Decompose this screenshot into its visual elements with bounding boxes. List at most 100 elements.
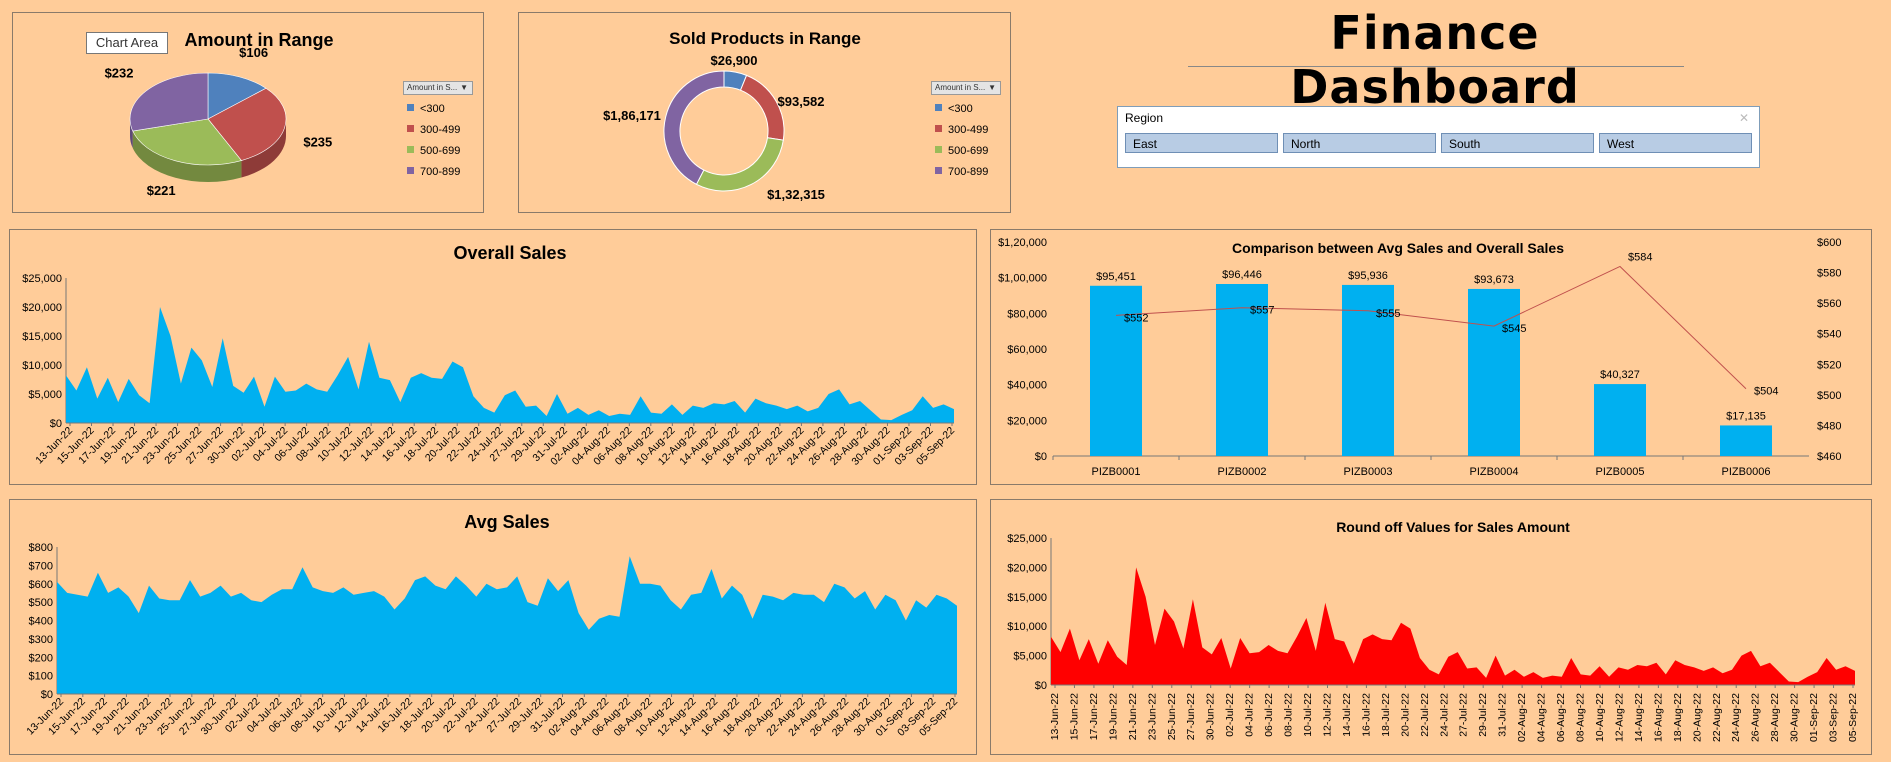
dropdown-arrow-icon: ▼ (988, 83, 996, 92)
legend-item: 700-899 (935, 166, 988, 178)
bar (1594, 384, 1646, 456)
x-tick-label: 27-Jun-22 (1185, 693, 1197, 740)
legend-label: 500-699 (420, 145, 461, 157)
x-tick-label: 30-Aug-22 (1789, 693, 1801, 742)
y-tick-label: $600 (29, 579, 53, 591)
bar-data-label: $40,327 (1600, 369, 1640, 381)
x-tick-label: 22-Jul-22 (1419, 693, 1431, 737)
line-data-label: $545 (1502, 323, 1526, 335)
slicer-item-north[interactable]: North (1283, 133, 1436, 153)
legend-item: <300 (407, 103, 445, 115)
amount-filter-button[interactable]: Amount in S... ▼ (931, 81, 1001, 95)
y-tick-label: $400 (29, 616, 53, 628)
data-label: $232 (105, 66, 134, 81)
y-tick-label: $20,000 (1007, 562, 1047, 574)
bar (1342, 284, 1394, 456)
overall-sales-chart[interactable]: Overall Sales $0 $5,000 $10,000 $15,000 $20,0… (9, 229, 977, 485)
y-tick-label: $10,000 (22, 360, 62, 372)
data-label: $235 (303, 134, 332, 149)
doughnut-slice (663, 70, 725, 185)
chart-title: Amount in Range (185, 30, 334, 50)
slicer-item-west[interactable]: West (1599, 133, 1752, 153)
y2-tick-label: $500 (1817, 390, 1841, 402)
y2-tick-label: $560 (1817, 298, 1841, 310)
amount-filter-button[interactable]: Amount in S... ▼ (403, 81, 473, 95)
y-tick-label: $25,000 (22, 273, 62, 285)
y-tick-label: $10,000 (1007, 621, 1047, 633)
y-tick-label: $15,000 (1007, 592, 1047, 604)
y2-tick-label: $600 (1817, 237, 1841, 249)
title-underline (1188, 66, 1684, 67)
y-tick-label: $1,00,000 (998, 273, 1047, 285)
line-data-label: $584 (1628, 251, 1652, 263)
bar-data-label: $93,673 (1474, 274, 1514, 286)
legend-swatch (935, 104, 942, 111)
legend-swatch (407, 167, 414, 174)
x-tick-label: 10-Aug-22 (1594, 693, 1606, 742)
pie-slice (132, 118, 242, 166)
y-tick-label: $20,000 (22, 302, 62, 314)
chart-svg: Amount in Range$106 $235 $221 $232 (105, 30, 334, 198)
y-tick-label: $20,000 (1007, 415, 1047, 427)
pie-slice (207, 87, 287, 161)
x-tick-label: 12-Jul-22 (1321, 693, 1333, 737)
x-tick-label: 03-Sep-22 (1828, 693, 1840, 742)
x-tick-label: 02-Aug-22 (1516, 693, 1528, 742)
y-tick-label: $5,000 (28, 389, 62, 401)
x-tick-label: 30-Jun-22 (1205, 693, 1217, 740)
comparison-chart[interactable]: Comparison between Avg Sales and Overall… (990, 229, 1872, 485)
pie-slice (207, 72, 267, 120)
region-slicer[interactable]: Region ✕ East North South West (1117, 106, 1760, 168)
x-tick-label: 08-Jul-22 (1283, 693, 1295, 737)
y-tick-label: $80,000 (1007, 308, 1047, 320)
round-off-chart[interactable]: Round off Values for Sales Amount $0 $5,00… (990, 499, 1872, 755)
x-tick-label: 20-Aug-22 (1691, 693, 1703, 742)
y-tick-label: $500 (29, 597, 53, 609)
y-tick-label: $800 (29, 542, 53, 554)
x-tick-label: 05-Sep-22 (1847, 693, 1859, 742)
x-tick-label: PIZB0002 (1218, 466, 1267, 478)
y-tick-label: $0 (41, 689, 53, 701)
area-series (1051, 567, 1855, 685)
legend-swatch (407, 104, 414, 111)
chart-title: Comparison between Avg Sales and Overall… (1232, 240, 1564, 256)
area-series (57, 556, 957, 694)
slicer-item-south[interactable]: South (1441, 133, 1594, 153)
clear-filter-icon[interactable]: ✕ (1738, 111, 1749, 125)
x-tick-label: 08-Aug-22 (1575, 693, 1587, 742)
data-label: $106 (239, 45, 268, 60)
legend-item: 500-699 (407, 145, 460, 157)
bar-data-label: $95,451 (1096, 271, 1136, 283)
y2-tick-label: $540 (1817, 329, 1841, 341)
y-tick-label: $1,20,000 (998, 237, 1047, 249)
chart-svg: Sold Products in Range $26,900 $93,582 $1,3… (603, 29, 861, 202)
x-tick-label: 25-Jun-22 (1166, 693, 1178, 740)
y-tick-label: $25,000 (1007, 533, 1047, 545)
y-tick-label: $5,000 (1013, 651, 1047, 663)
chart-svg: Overall Sales $0 $5,000 $10,000 $15,000 $20,0… (22, 243, 957, 468)
data-label: $93,582 (778, 94, 825, 109)
x-tick-label: 22-Aug-22 (1711, 693, 1723, 742)
sold-products-chart[interactable]: Sold Products in Range $26,900 $93,582 $1,3… (518, 12, 1011, 213)
slicer-item-east[interactable]: East (1125, 133, 1278, 153)
y-tick-label: $15,000 (22, 331, 62, 343)
bar (1468, 288, 1520, 456)
legend-label: 300-499 (948, 124, 989, 136)
x-tick-label: PIZB0006 (1722, 466, 1771, 478)
y-tick-label: $0 (1035, 451, 1047, 463)
avg-sales-chart[interactable]: Avg Sales $0 $100 $200 $300 $400 $500 $600 $700 $… (9, 499, 977, 755)
x-tick-label: 23-Jun-22 (1146, 693, 1158, 740)
x-tick-label: 16-Aug-22 (1652, 693, 1664, 742)
bar (1090, 285, 1142, 456)
x-tick-label: 12-Aug-22 (1613, 693, 1625, 742)
dropdown-arrow-icon: ▼ (460, 83, 468, 92)
y-tick-label: $700 (29, 560, 53, 572)
legend-swatch (407, 125, 414, 132)
chart-title: Round off Values for Sales Amount (1336, 519, 1570, 535)
amount-in-range-chart[interactable]: Amount in Range $106 $235 $221 $232 Amount in… (12, 12, 484, 213)
y-tick-label: $200 (29, 652, 53, 664)
x-tick-label: 19-Jun-22 (1107, 693, 1119, 740)
x-tick-label: 06-Jul-22 (1263, 693, 1275, 737)
y-tick-label: $300 (29, 634, 53, 646)
x-tick-label: PIZB0004 (1470, 466, 1519, 478)
